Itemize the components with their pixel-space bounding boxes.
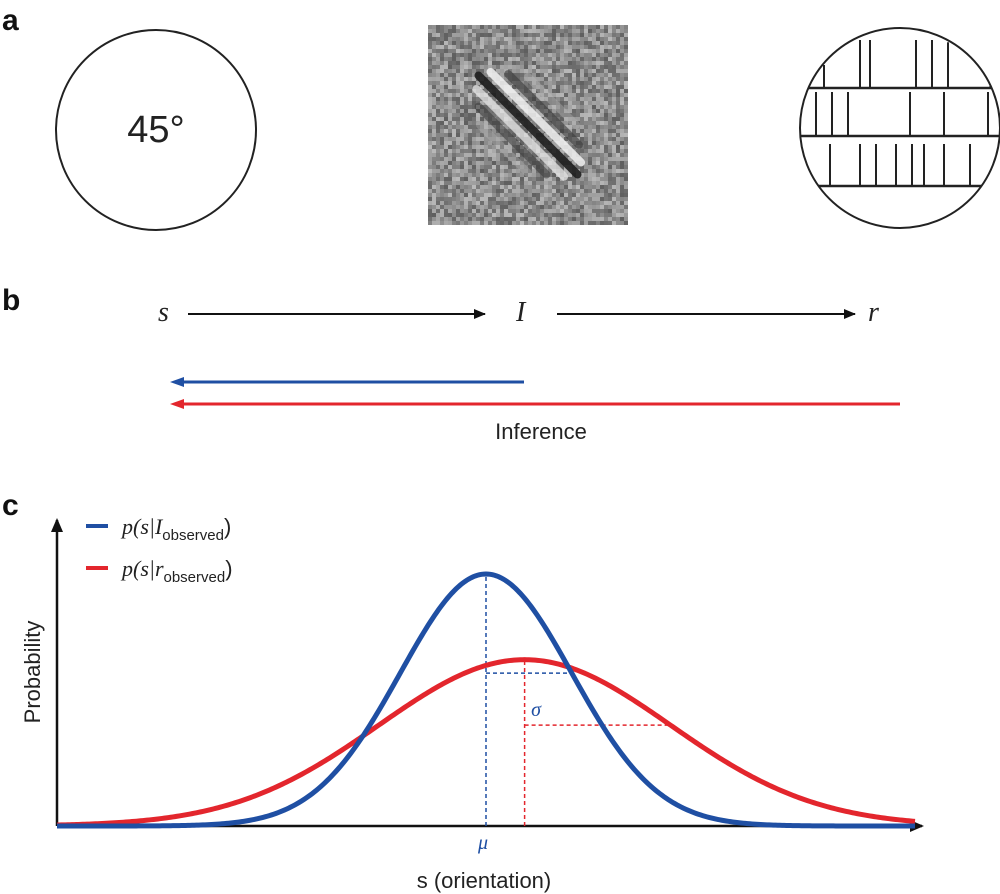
spike-circle-outline <box>799 27 1000 229</box>
gabor-noise-image <box>428 25 628 225</box>
y-axis-label: Probability <box>20 621 45 724</box>
node-s: s <box>158 297 169 328</box>
series-line-red <box>56 657 916 828</box>
node-r: r <box>868 297 879 328</box>
panel-label-b: b <box>2 284 20 317</box>
sigma-label: σ <box>531 699 542 721</box>
panel-label-a: a <box>2 4 19 37</box>
angle-value: 45° <box>127 109 184 151</box>
mu-label: μ <box>477 832 488 854</box>
legend-label-blue: p(s|Iobserved) <box>120 514 231 544</box>
series-line-blue <box>57 571 915 829</box>
node-I: I <box>515 297 527 328</box>
legend-label-red: p(s|robserved) <box>120 556 233 586</box>
x-axis-label: s (orientation) <box>417 868 552 893</box>
spike-trains-circle <box>799 27 1000 229</box>
inference-label: Inference <box>495 419 587 444</box>
orientation-circle <box>55 29 257 231</box>
panel-label-c: c <box>2 489 19 522</box>
